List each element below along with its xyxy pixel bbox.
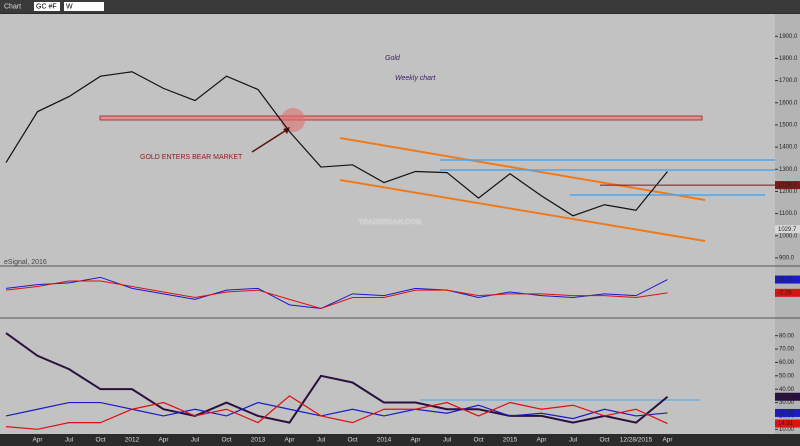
low-price-label: 1029.7: [778, 227, 797, 233]
x-tick-label: 2014: [377, 437, 392, 444]
credit: eSignal, 2016: [4, 259, 47, 266]
x-tick-label: 12/28/2015: [620, 437, 653, 444]
x-tick-label: 2015: [503, 437, 518, 444]
y-tick-label: 1500.0: [779, 123, 798, 129]
y-tick-label: 1900.0: [779, 34, 798, 40]
x-tick-label: 2013: [251, 437, 266, 444]
x-tick-label: Jul: [65, 437, 74, 444]
last-price-label: 1228.7: [778, 183, 797, 189]
x-tick-label: Jul: [569, 437, 578, 444]
series-line: [5, 332, 669, 424]
value-label: 14.31: [778, 421, 794, 427]
series-line: [5, 401, 668, 420]
chart-title: Gold: [385, 55, 401, 62]
series-line: [5, 280, 668, 310]
y-tick-label: 1200.0: [779, 189, 798, 195]
x-tick-label: Oct: [347, 437, 357, 444]
value-label: 22.23: [778, 411, 794, 417]
x-axis: [0, 434, 800, 446]
x-tick-label: Jul: [317, 437, 326, 444]
y-tick-label: 1000.0: [779, 233, 798, 239]
y-tick-label: 80.00: [779, 333, 795, 339]
highlight-circle: [281, 108, 305, 132]
x-tick-label: Apr: [410, 437, 421, 444]
channel-line: [339, 137, 706, 201]
x-tick-label: Apr: [284, 437, 295, 444]
watermark: TRADERDAN.COM: [359, 219, 422, 226]
window-title: Chart: [4, 3, 21, 10]
y-tick-label: 70.00: [779, 347, 795, 353]
right-axis: [775, 14, 800, 434]
y-tick-label: 1400.0: [779, 145, 798, 151]
y-tick-label: 10.00: [779, 427, 795, 433]
y-tick-label: 40.00: [779, 387, 795, 393]
series-line: [5, 276, 668, 310]
annotation: GOLD ENTERS BEAR MARKET: [140, 154, 243, 161]
price-label-box: [775, 181, 800, 190]
x-tick-label: Oct: [95, 437, 105, 444]
chart-subtitle: Weekly chart: [395, 75, 436, 82]
y-tick-label: 1800.0: [779, 56, 798, 62]
value-label-box: [775, 275, 800, 284]
value-label: 33.93: [778, 277, 794, 283]
y-tick-label: 1700.0: [779, 78, 798, 84]
value-label: 34.34: [778, 394, 794, 400]
resistance-band: [99, 115, 703, 121]
toolbar: [0, 0, 800, 13]
value-label-box: [775, 419, 800, 428]
x-tick-label: Jul: [191, 437, 200, 444]
value-label-box: [775, 392, 800, 401]
value-label-box: [775, 288, 800, 297]
arrow-head: [283, 127, 290, 134]
x-tick-label: Oct: [599, 437, 609, 444]
y-tick-label: 1600.0: [779, 100, 798, 106]
y-tick-label: 900.0: [779, 255, 795, 261]
price-label-box: [775, 225, 800, 234]
x-tick-label: Jul: [443, 437, 452, 444]
y-tick-label: 1100.0: [779, 211, 798, 217]
y-tick-label: 1300.0: [779, 167, 798, 173]
series-line: [5, 71, 668, 217]
y-tick-label: 50.00: [779, 373, 795, 379]
y-tick-label: 30.00: [779, 400, 795, 406]
value-label-box: [775, 408, 800, 417]
x-tick-label: Oct: [473, 437, 483, 444]
x-tick-label: Apr: [32, 437, 43, 444]
x-tick-label: Apr: [662, 437, 673, 444]
y-tick-label: 60.00: [779, 360, 795, 366]
x-tick-label: Apr: [158, 437, 169, 444]
plot-area: [0, 14, 775, 434]
interval-box[interactable]: [64, 2, 104, 11]
symbol-box[interactable]: [34, 2, 60, 11]
symbol[interactable]: GC #F: [36, 3, 57, 10]
value-label: -2.26: [778, 290, 792, 296]
x-tick-label: 2012: [125, 437, 140, 444]
x-tick-label: Oct: [221, 437, 231, 444]
series-line: [5, 395, 668, 430]
arrow: [251, 128, 289, 153]
channel-line: [339, 179, 706, 242]
x-tick-label: Apr: [536, 437, 547, 444]
interval[interactable]: W: [66, 3, 73, 10]
